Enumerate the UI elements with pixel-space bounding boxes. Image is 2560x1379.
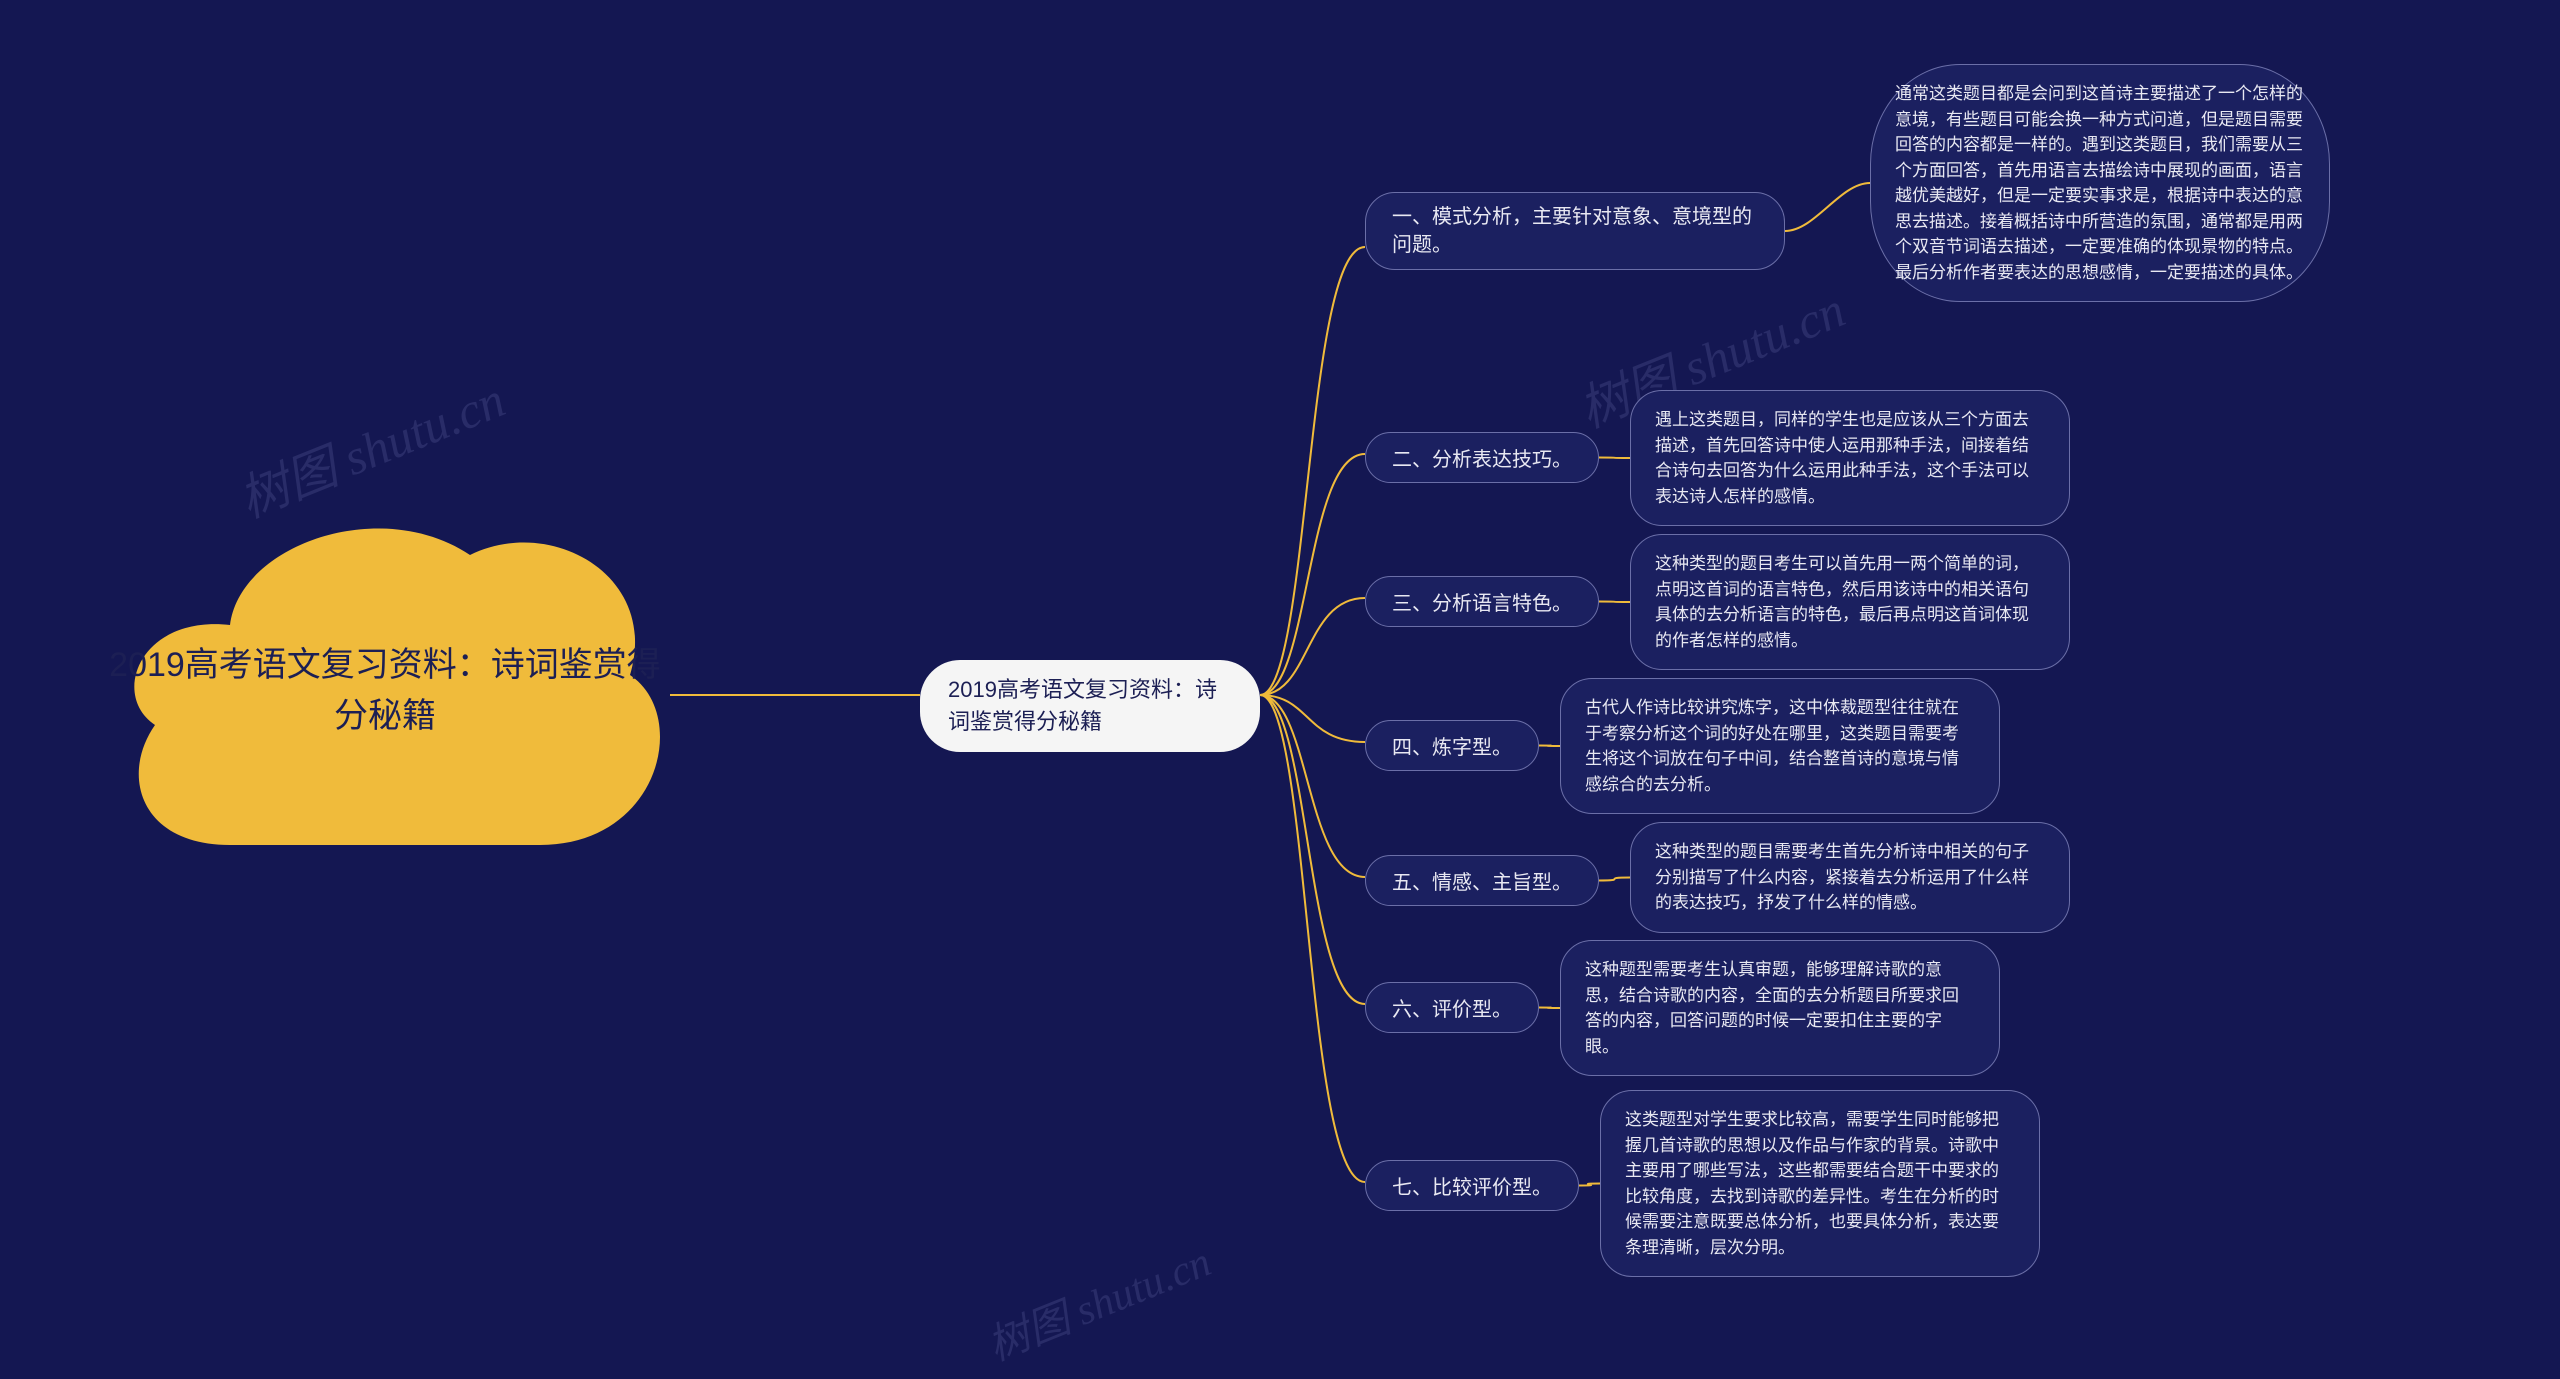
- description-text: 这种类型的题目考生可以首先用一两个简单的词，点明这首词的语言特色，然后用该诗中的…: [1655, 554, 2029, 650]
- description-text: 通常这类题目都是会问到这首诗主要描述了一个怎样的意境，有些题目可能会换一种方式问…: [1895, 84, 2303, 282]
- description-text: 这类题型对学生要求比较高，需要学生同时能够把握几首诗歌的思想以及作品与作家的背景…: [1625, 1110, 1999, 1257]
- root-cloud: 2019高考语文复习资料：诗词鉴赏得分秘籍: [100, 485, 670, 895]
- category-label: 二、分析表达技巧。: [1392, 449, 1572, 471]
- category-label: 一、模式分析，主要针对意象、意境型的问题。: [1392, 206, 1752, 256]
- category-label: 七、比较评价型。: [1392, 1177, 1552, 1199]
- category-label: 四、炼字型。: [1392, 737, 1512, 759]
- category-label: 六、评价型。: [1392, 999, 1512, 1021]
- description-node-5[interactable]: 这种类型的题目需要考生首先分析诗中相关的句子分别描写了什么内容，紧接着去分析运用…: [1630, 822, 2070, 933]
- center-node[interactable]: 2019高考语文复习资料：诗词鉴赏得分秘籍: [920, 660, 1260, 752]
- category-node-2[interactable]: 二、分析表达技巧。: [1365, 432, 1599, 483]
- category-node-3[interactable]: 三、分析语言特色。: [1365, 576, 1599, 627]
- description-text: 这种类型的题目需要考生首先分析诗中相关的句子分别描写了什么内容，紧接着去分析运用…: [1655, 842, 2029, 912]
- description-node-6[interactable]: 这种题型需要考生认真审题，能够理解诗歌的意思，结合诗歌的内容，全面的去分析题目所…: [1560, 940, 2000, 1076]
- description-node-4[interactable]: 古代人作诗比较讲究炼字，这中体裁题型往往就在于考察分析这个词的好处在哪里，这类题…: [1560, 678, 2000, 814]
- category-node-5[interactable]: 五、情感、主旨型。: [1365, 855, 1599, 906]
- category-node-6[interactable]: 六、评价型。: [1365, 982, 1539, 1033]
- mindmap-canvas: 树图 shutu.cn 树图 shutu.cn 树图 shutu.cn 2019…: [0, 0, 2560, 1379]
- category-label: 五、情感、主旨型。: [1392, 872, 1572, 894]
- description-node-3[interactable]: 这种类型的题目考生可以首先用一两个简单的词，点明这首词的语言特色，然后用该诗中的…: [1630, 534, 2070, 670]
- category-label: 三、分析语言特色。: [1392, 593, 1572, 615]
- center-label: 2019高考语文复习资料：诗词鉴赏得分秘籍: [948, 677, 1217, 734]
- description-node-7[interactable]: 这类题型对学生要求比较高，需要学生同时能够把握几首诗歌的思想以及作品与作家的背景…: [1600, 1090, 2040, 1277]
- root-title: 2019高考语文复习资料：诗词鉴赏得分秘籍: [100, 640, 670, 742]
- category-node-1[interactable]: 一、模式分析，主要针对意象、意境型的问题。: [1365, 192, 1785, 270]
- description-text: 这种题型需要考生认真审题，能够理解诗歌的意思，结合诗歌的内容，全面的去分析题目所…: [1585, 960, 1959, 1056]
- description-node-1[interactable]: 通常这类题目都是会问到这首诗主要描述了一个怎样的意境，有些题目可能会换一种方式问…: [1870, 64, 2330, 302]
- category-node-7[interactable]: 七、比较评价型。: [1365, 1160, 1579, 1211]
- description-text: 古代人作诗比较讲究炼字，这中体裁题型往往就在于考察分析这个词的好处在哪里，这类题…: [1585, 698, 1959, 794]
- description-text: 遇上这类题目，同样的学生也是应该从三个方面去描述，首先回答诗中使人运用那种手法，…: [1655, 410, 2029, 506]
- watermark: 树图 shutu.cn: [977, 1228, 1218, 1373]
- category-node-4[interactable]: 四、炼字型。: [1365, 720, 1539, 771]
- description-node-2[interactable]: 遇上这类题目，同样的学生也是应该从三个方面去描述，首先回答诗中使人运用那种手法，…: [1630, 390, 2070, 526]
